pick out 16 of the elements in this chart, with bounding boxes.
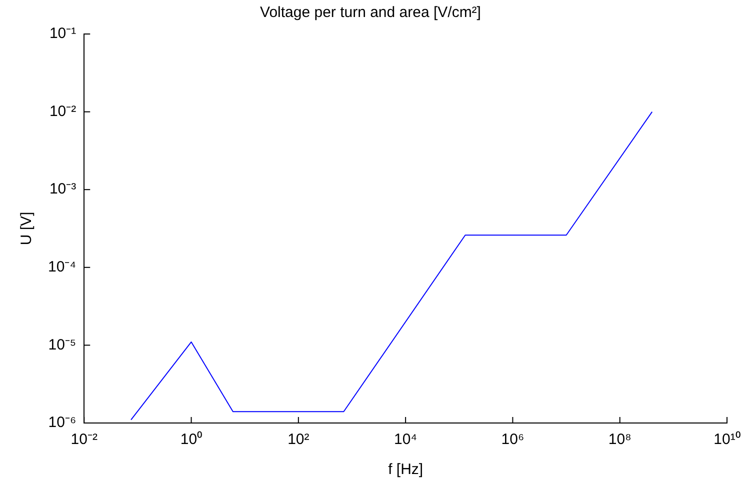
x-tick-label: 10⁻² — [70, 431, 98, 448]
y-tick-label: 10⁻⁵ — [48, 336, 76, 354]
y-tick-label: 10⁻⁴ — [48, 258, 76, 276]
x-axis-title: f [Hz] — [388, 461, 424, 478]
chart-title: Voltage per turn and area [V/cm²] — [260, 4, 481, 22]
y-tick-label: 10⁻³ — [49, 180, 76, 198]
x-tick-label: 10² — [288, 431, 310, 448]
x-tick-label: 10¹⁰ — [714, 431, 740, 448]
x-tick-label: 10⁴ — [394, 431, 418, 448]
x-tick-label: 10⁰ — [180, 431, 202, 448]
y-tick-label: 10⁻² — [49, 102, 76, 120]
x-tick-label: 10⁸ — [608, 431, 632, 448]
y-axis-title: U [V] — [18, 212, 36, 246]
y-tick-label: 10⁻⁶ — [48, 414, 76, 432]
y-tick-label: 10⁻¹ — [49, 25, 76, 42]
x-tick-label: 10⁶ — [501, 431, 524, 448]
